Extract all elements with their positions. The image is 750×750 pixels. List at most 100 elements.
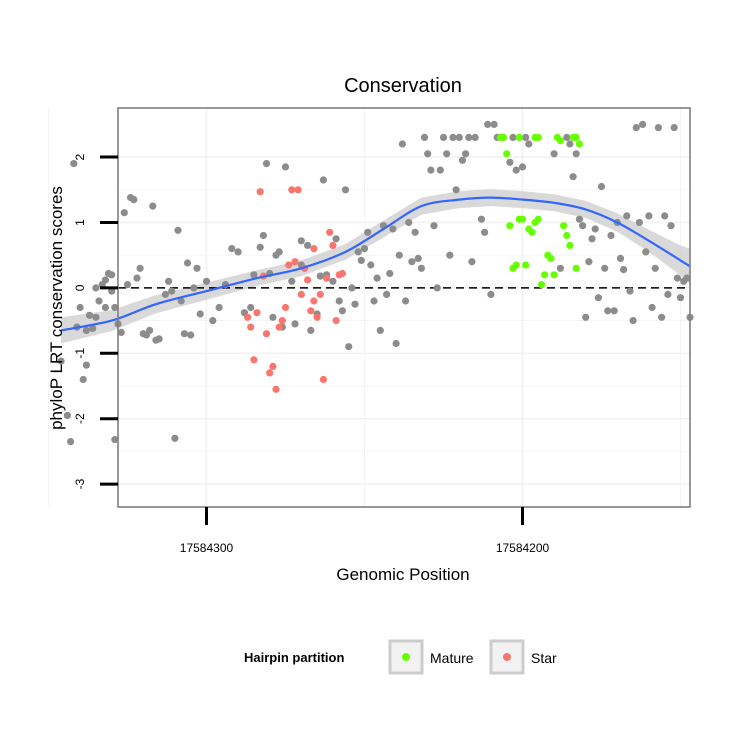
point-star bbox=[323, 274, 331, 282]
legend-label-mature: Mature bbox=[430, 650, 474, 666]
point-other bbox=[579, 222, 587, 230]
point-other bbox=[506, 158, 514, 166]
point-other bbox=[651, 264, 659, 272]
point-other bbox=[408, 258, 416, 266]
point-star bbox=[291, 258, 299, 266]
point-mature bbox=[563, 231, 571, 240]
point-other bbox=[146, 326, 154, 334]
point-other bbox=[180, 330, 188, 338]
point-other bbox=[402, 297, 410, 305]
point-other bbox=[373, 274, 381, 282]
point-other bbox=[202, 277, 211, 285]
point-other bbox=[329, 277, 337, 285]
point-other bbox=[79, 375, 87, 384]
y-tick-label: -1 bbox=[73, 348, 87, 359]
y-tick-label: 0 bbox=[73, 284, 87, 291]
point-star bbox=[294, 186, 302, 194]
legend-title: Hairpin partition bbox=[244, 650, 344, 665]
point-other bbox=[439, 133, 448, 141]
x-tick-label: 17584200 bbox=[496, 541, 550, 555]
x-axis: 17584300 17584200 bbox=[180, 507, 550, 555]
point-other bbox=[420, 133, 429, 141]
point-other bbox=[629, 317, 637, 325]
point-other bbox=[307, 326, 315, 334]
point-star bbox=[272, 385, 280, 393]
point-other bbox=[130, 196, 138, 204]
point-other bbox=[262, 160, 271, 168]
point-mature bbox=[528, 228, 536, 236]
point-other bbox=[250, 271, 258, 279]
point-star bbox=[281, 303, 290, 312]
point-other bbox=[288, 277, 296, 285]
panel-border bbox=[117, 107, 691, 508]
legend-dot-mature bbox=[402, 653, 410, 661]
point-other bbox=[389, 225, 397, 233]
point-other bbox=[291, 320, 299, 328]
point-other bbox=[458, 156, 467, 164]
point-mature bbox=[560, 222, 568, 230]
point-other bbox=[228, 245, 236, 253]
point-star bbox=[319, 375, 327, 384]
point-star bbox=[275, 323, 283, 331]
point-mature bbox=[537, 281, 546, 289]
x-axis-title: Genomic Position bbox=[336, 565, 469, 584]
point-other bbox=[465, 133, 473, 141]
point-other bbox=[585, 258, 593, 266]
point-star bbox=[262, 330, 271, 338]
point-other bbox=[92, 284, 100, 292]
point-star bbox=[247, 323, 255, 331]
point-star bbox=[297, 290, 305, 298]
legend-dot-star bbox=[503, 653, 511, 661]
point-other bbox=[183, 259, 192, 267]
point-other bbox=[304, 241, 312, 249]
point-other bbox=[297, 237, 305, 245]
point-mature bbox=[503, 150, 511, 158]
point-other bbox=[196, 310, 204, 318]
point-other bbox=[133, 274, 141, 282]
point-other bbox=[673, 274, 682, 282]
point-other bbox=[316, 272, 324, 280]
legend: Hairpin partition Mature Star bbox=[244, 639, 557, 675]
point-other bbox=[462, 150, 470, 158]
point-mature bbox=[534, 215, 542, 223]
point-other bbox=[165, 277, 173, 285]
point-other bbox=[446, 251, 454, 259]
point-other bbox=[193, 264, 201, 272]
point-other bbox=[111, 303, 119, 312]
point-mature bbox=[518, 215, 527, 223]
point-star bbox=[313, 313, 321, 321]
point-other bbox=[484, 120, 492, 128]
point-other bbox=[563, 133, 571, 141]
point-star bbox=[244, 313, 252, 321]
point-mature bbox=[512, 261, 520, 269]
point-other bbox=[101, 303, 109, 312]
point-star bbox=[310, 297, 318, 305]
point-star bbox=[326, 228, 334, 236]
point-other bbox=[477, 215, 485, 223]
loess-smooth-line bbox=[60, 196, 691, 332]
point-mature bbox=[541, 271, 549, 279]
point-other bbox=[76, 303, 84, 312]
point-star bbox=[288, 186, 296, 194]
point-other bbox=[616, 254, 625, 262]
point-star bbox=[316, 290, 324, 298]
grid-lines bbox=[48, 108, 690, 507]
point-other bbox=[550, 150, 558, 158]
y-axis: 2 1 0 -1 -2 -3 bbox=[73, 153, 118, 489]
point-other bbox=[468, 258, 476, 266]
point-other bbox=[604, 307, 612, 315]
point-star bbox=[310, 245, 318, 253]
point-other bbox=[177, 297, 185, 305]
point-other bbox=[667, 222, 675, 230]
point-other bbox=[471, 133, 479, 141]
point-other bbox=[341, 186, 350, 194]
point-other bbox=[449, 133, 457, 141]
point-mature bbox=[534, 133, 542, 141]
point-other bbox=[639, 120, 647, 128]
point-other bbox=[370, 297, 378, 305]
legend-entry-mature: Mature bbox=[388, 639, 474, 675]
point-other bbox=[63, 411, 71, 419]
point-other bbox=[259, 231, 267, 240]
point-star bbox=[307, 307, 315, 315]
